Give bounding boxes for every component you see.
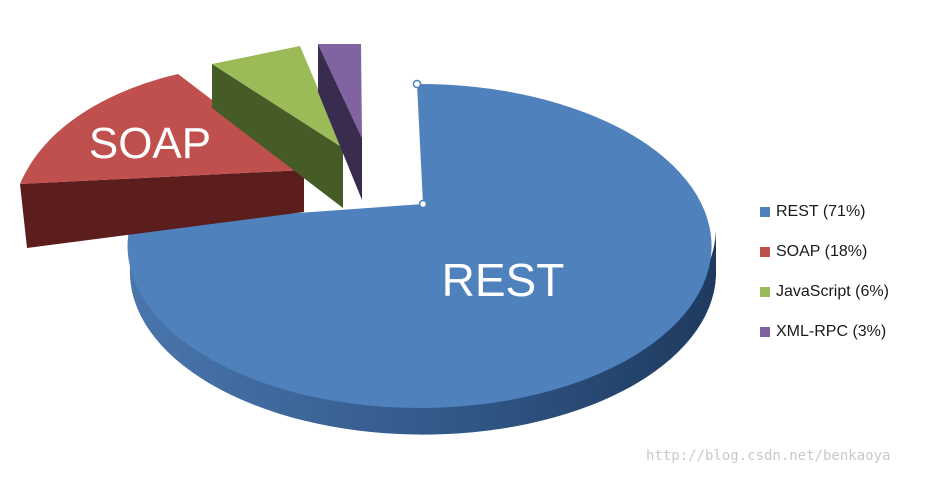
slice-rest-handle [412, 79, 422, 89]
slice-rest-handle [418, 199, 428, 209]
legend-swatch-xml-rpc [760, 327, 770, 337]
legend-swatch-javascript [760, 287, 770, 297]
legend-item-rest: REST (71%) [760, 192, 889, 232]
slice-rest [127, 83, 712, 408]
slice-soap-side [20, 170, 304, 248]
legend-item-xml-rpc: XML-RPC (3%) [760, 312, 889, 352]
slice-label-rest: REST [442, 254, 565, 306]
legend-label-xml-rpc: XML-RPC (3%) [776, 323, 887, 340]
legend-label-rest: REST (71%) [776, 203, 866, 220]
legend-item-soap: SOAP (18%) [760, 232, 889, 272]
legend-label-javascript: JavaScript (6%) [776, 283, 889, 300]
slice-soap [20, 74, 304, 184]
slice-xml-rpc [318, 44, 362, 138]
legend-item-javascript: JavaScript (6%) [760, 272, 889, 312]
slice-label-soap: SOAP [89, 119, 211, 168]
legend-label-soap: SOAP (18%) [776, 243, 868, 260]
legend-swatch-rest [760, 207, 770, 217]
slice-javascript-side [212, 64, 343, 208]
legend-swatch-soap [760, 247, 770, 257]
slice-xml-rpc-side [318, 44, 362, 200]
slice-javascript [212, 46, 343, 148]
watermark-url: http://blog.csdn.net/benkaoya [646, 448, 891, 464]
chart-legend: REST (71%) SOAP (18%) JavaScript (6%) XM… [760, 192, 889, 352]
